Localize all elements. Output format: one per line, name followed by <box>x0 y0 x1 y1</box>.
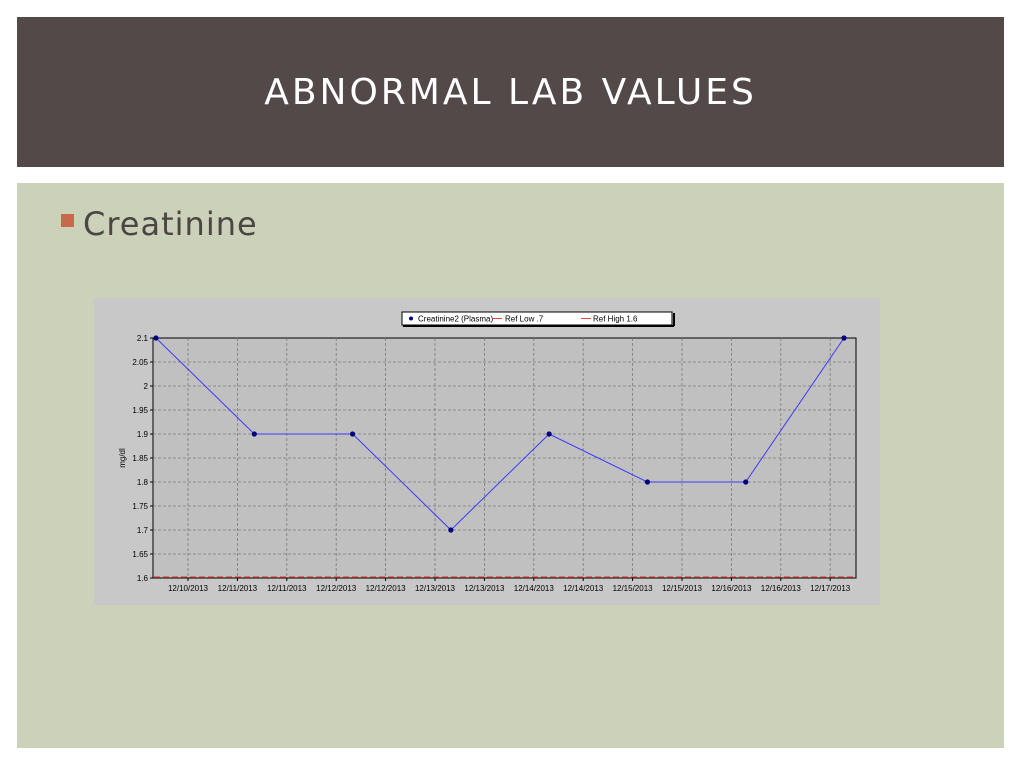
slide-title: ABNORMAL LAB VALUES <box>264 71 757 113</box>
square-bullet-icon <box>61 213 74 227</box>
legend-marker-diamond-icon <box>409 316 413 321</box>
y-tick-label: 2.05 <box>132 358 148 367</box>
y-tick-label: 2 <box>144 382 149 391</box>
series-creatinine <box>153 335 847 533</box>
legend-label-ref-high: Ref High 1.6 <box>593 315 638 324</box>
data-point <box>743 479 749 485</box>
x-tick-label: 12/11/2013 <box>218 584 258 593</box>
y-tick-label: 1.65 <box>132 550 148 559</box>
x-tick-label: 12/15/2013 <box>613 584 654 593</box>
grid-lines <box>153 338 856 578</box>
x-tick-label: 12/13/2013 <box>415 584 456 593</box>
x-tick-label: 12/17/2013 <box>810 584 851 593</box>
y-tick-label: 1.75 <box>132 502 148 511</box>
x-tick-label: 12/12/2013 <box>366 584 407 593</box>
title-band: ABNORMAL LAB VALUES <box>17 17 1004 167</box>
content-area: Creatinine Creatinine2 (Plasma) Ref Low … <box>17 183 1004 748</box>
legend-label-ref-low: Ref Low .7 <box>505 315 544 324</box>
x-tick-label: 12/15/2013 <box>662 584 703 593</box>
x-axis-ticks: 12/10/2013 12/11/2013 12/11/2013 12/12/2013… <box>168 578 851 593</box>
legend-label-creatinine: Creatinine2 (Plasma) <box>418 315 493 324</box>
series-line <box>155 337 845 531</box>
x-tick-label: 12/14/2013 <box>563 584 604 593</box>
data-point <box>546 431 552 437</box>
bullet-item: Creatinine <box>61 205 258 243</box>
y-tick-label: 1.8 <box>137 478 149 487</box>
data-point <box>841 335 847 341</box>
data-point <box>644 479 651 485</box>
chart-svg: Creatinine2 (Plasma) Ref Low .7 Ref High… <box>118 311 857 593</box>
x-tick-label: 12/16/2013 <box>711 584 752 593</box>
y-tick-label: 1.85 <box>132 454 148 463</box>
data-point <box>153 335 159 341</box>
x-tick-label: 12/16/2013 <box>761 584 802 593</box>
y-tick-label: 2.1 <box>137 334 149 343</box>
x-tick-label: 12/10/2013 <box>168 584 209 593</box>
y-axis-label: mg/dl <box>118 448 127 468</box>
x-tick-label: 12/11/2013 <box>267 584 307 593</box>
creatinine-chart: Creatinine2 (Plasma) Ref Low .7 Ref High… <box>94 298 880 605</box>
y-tick-label: 1.95 <box>132 406 148 415</box>
bullet-text: Creatinine <box>83 205 258 243</box>
data-point <box>448 527 454 533</box>
legend: Creatinine2 (Plasma) Ref Low .7 Ref High… <box>401 311 675 327</box>
x-tick-label: 12/12/2013 <box>316 584 357 593</box>
x-tick-label: 12/14/2013 <box>514 584 555 593</box>
y-tick-label: 1.9 <box>137 430 149 439</box>
data-point <box>349 431 356 437</box>
y-tick-label: 1.6 <box>137 574 149 583</box>
y-axis-ticks: 2.1 2.05 2 1.95 1.9 1.85 1.8 1.75 1.7 1.65 1.6 <box>132 334 153 583</box>
y-tick-label: 1.7 <box>137 526 149 535</box>
data-point <box>251 431 257 437</box>
x-tick-label: 12/13/2013 <box>464 584 505 593</box>
